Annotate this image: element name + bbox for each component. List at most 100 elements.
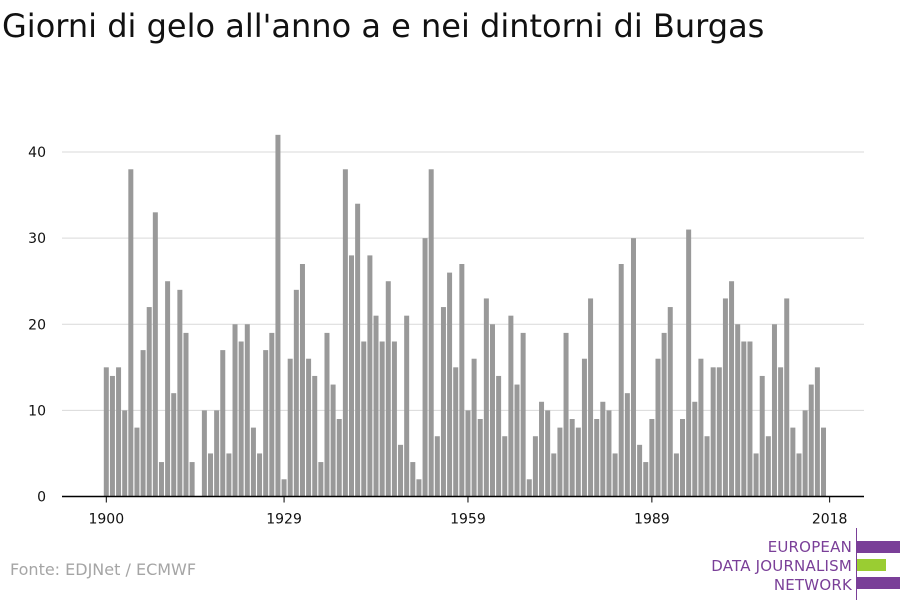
bar-1925 (257, 453, 263, 497)
y-tick-label: 0 (37, 490, 46, 506)
bar-1905 (134, 427, 140, 497)
bar-1906 (140, 350, 146, 497)
bar-1962 (483, 298, 489, 497)
bar-1979 (588, 298, 594, 497)
logo-text-line2: DATA JOURNALISM (711, 557, 852, 575)
bar-1911 (171, 393, 177, 497)
bar-1932 (299, 264, 305, 497)
bar-1947 (391, 341, 397, 497)
x-tick-label: 1989 (634, 512, 670, 528)
bar-1977 (575, 427, 581, 497)
y-tick-label: 10 (28, 403, 46, 419)
bar-2015 (808, 384, 814, 497)
bar-1944 (373, 315, 379, 497)
bar-1927 (269, 332, 275, 497)
bar-1976 (569, 419, 575, 497)
bar-1940 (349, 255, 354, 497)
bar-1995 (686, 229, 692, 497)
bar-1974 (557, 427, 563, 497)
bar-1926 (263, 350, 269, 497)
bar-1910 (165, 281, 171, 497)
x-tick-label: 1929 (266, 512, 302, 528)
bar-1969 (526, 479, 532, 497)
logo-bar-purple-bottom (857, 577, 900, 589)
bar-1930 (287, 358, 293, 497)
chart-title: Giorni di gelo all'anno a e nei dintorni… (2, 7, 765, 45)
bar-2009 (771, 324, 777, 497)
bar-1942 (361, 341, 367, 497)
bar-1903 (122, 410, 128, 497)
logo-bar-green (857, 559, 886, 571)
bar-1964 (496, 375, 502, 497)
bar-1985 (624, 393, 630, 497)
bar-2008 (765, 436, 771, 497)
logo-text-line3: NETWORK (773, 576, 852, 594)
bar-1987 (637, 444, 643, 497)
bar-1913 (183, 332, 189, 497)
bar-1949 (404, 315, 410, 497)
bar-1945 (379, 341, 385, 497)
axes: 0 10 20 30 40 1900 1929 1959 1989 2018 (28, 145, 864, 528)
bar-1983 (612, 453, 618, 497)
bar-1946 (385, 281, 391, 497)
bar-2016 (814, 367, 820, 497)
bar-1914 (189, 462, 195, 497)
bar-1933 (306, 358, 312, 497)
bar-1955 (440, 307, 446, 497)
bar-1928 (275, 134, 281, 497)
bar-1921 (232, 324, 238, 497)
bar-1908 (152, 212, 158, 497)
bar-2007 (759, 375, 765, 497)
bar-1986 (630, 238, 636, 497)
bar-1901 (109, 375, 115, 497)
bar-1935 (318, 462, 324, 497)
bar-1960 (471, 358, 477, 497)
bar-1992 (667, 307, 673, 497)
logo-divider (856, 528, 857, 600)
bar-1998 (704, 436, 710, 497)
bar-1970 (532, 436, 538, 497)
bar-1954 (434, 436, 440, 497)
bar-1973 (551, 453, 557, 497)
bar-1966 (508, 315, 514, 497)
bar-1924 (250, 427, 256, 497)
bar-1917 (208, 453, 214, 497)
bar-1943 (367, 255, 373, 497)
bar-1957 (453, 367, 459, 497)
bar-2013 (796, 453, 802, 497)
x-tick-label: 1959 (450, 512, 486, 528)
source-note: Fonte: EDJNet / ECMWF (10, 560, 197, 579)
bar-1978 (581, 358, 587, 497)
bar-1950 (410, 462, 416, 497)
bar-1934 (312, 375, 318, 497)
bar-1912 (177, 289, 183, 497)
logo-bar-purple-top (857, 541, 900, 553)
bar-1989 (649, 419, 655, 497)
bar-2006 (753, 453, 759, 497)
x-tick-label: 1900 (88, 512, 124, 528)
bar-1900 (103, 367, 109, 497)
bar-2017 (821, 427, 827, 497)
bar-1907 (146, 307, 152, 497)
edjnet-logo: EUROPEAN DATA JOURNALISM NETWORK (700, 528, 900, 600)
bar-1982 (606, 410, 612, 497)
bar-1904 (128, 169, 134, 497)
bar-1981 (600, 401, 606, 497)
bar-1975 (563, 332, 569, 497)
y-tick-label: 30 (28, 231, 46, 247)
bar-1902 (116, 367, 122, 497)
bar-1994 (680, 419, 686, 497)
bar-1920 (226, 453, 232, 497)
bar-1959 (465, 410, 471, 497)
bar-1937 (330, 384, 336, 497)
bar-1938 (336, 419, 342, 497)
bar-1931 (293, 289, 299, 497)
bar-1967 (514, 384, 520, 497)
bar-2001 (722, 298, 728, 497)
bar-2010 (778, 367, 784, 497)
bar-2003 (735, 324, 741, 497)
bar-1929 (281, 479, 287, 497)
bar-2002 (729, 281, 735, 497)
bar-1965 (502, 436, 508, 497)
bar-2004 (741, 341, 747, 497)
